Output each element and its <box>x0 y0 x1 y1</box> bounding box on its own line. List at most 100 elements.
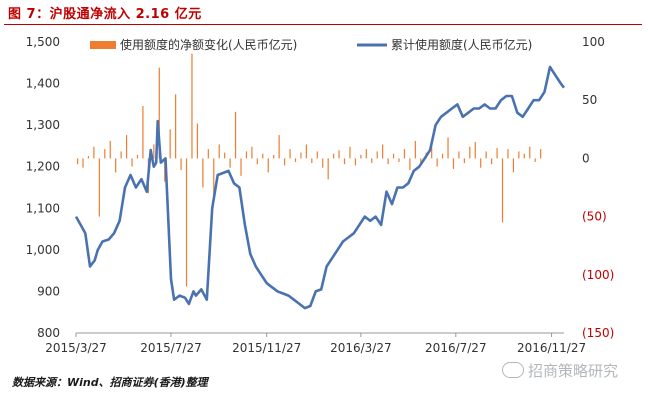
net-change-bar <box>354 158 357 166</box>
net-change-bar <box>153 144 155 159</box>
net-change-bar <box>251 146 253 159</box>
net-change-bar <box>207 149 209 159</box>
net-change-bar <box>131 158 133 167</box>
net-change-bar <box>115 158 117 173</box>
net-change-bar <box>125 135 128 159</box>
net-change-bar <box>452 158 455 169</box>
net-change-bar <box>311 158 313 164</box>
net-change-bar <box>382 144 384 159</box>
figure-title: 图 7：沪股通净流入 2.16 亿元 <box>8 7 202 22</box>
y-left-tick-label: 900 <box>37 284 60 298</box>
y-right-tick-label: 50 <box>582 93 597 107</box>
y-left-tick-label: 1,100 <box>26 201 60 215</box>
net-change-bar <box>338 150 340 159</box>
net-change-bar <box>409 158 411 171</box>
net-change-bar <box>169 129 171 159</box>
net-change-bar <box>534 158 536 162</box>
net-change-bar <box>93 146 95 159</box>
net-change-bar <box>294 158 297 162</box>
net-change-bar <box>142 106 144 159</box>
x-tick-label: 2015/7/27 <box>140 341 202 355</box>
net-change-bar <box>305 144 307 159</box>
x-tick-label: 2016/7/27 <box>425 341 487 355</box>
wechat-icon <box>502 362 524 378</box>
net-change-bar <box>234 111 237 159</box>
y-left-tick-label: 1,400 <box>26 77 60 91</box>
net-change-bar <box>224 152 226 159</box>
net-change-bar <box>218 144 220 159</box>
net-change-bar <box>300 152 302 159</box>
x-tick-label: 2016/11/27 <box>517 341 586 355</box>
x-tick-label: 2016/3/27 <box>330 341 392 355</box>
watermark: 招商策略研究 <box>502 360 618 381</box>
legend-line-label: 累计使用额度(人民币亿元) <box>391 37 532 52</box>
source-note: 数据来源：Wind、招商证券(香港)整理 <box>12 376 208 389</box>
net-change-bar <box>365 149 367 159</box>
net-change-bar <box>267 158 269 173</box>
net-change-bar <box>213 158 215 200</box>
y-right-tick-label: 0 <box>582 151 590 165</box>
net-change-bar <box>136 154 139 159</box>
net-change-bar <box>76 158 79 165</box>
net-change-bar <box>327 158 329 180</box>
net-change-bar <box>529 146 531 159</box>
net-change-bar <box>283 158 286 166</box>
net-change-bar <box>343 158 346 165</box>
net-change-bar <box>202 158 204 188</box>
x-tick-label: 2015/11/27 <box>232 341 301 355</box>
net-change-bar <box>104 149 106 159</box>
net-change-bar <box>512 158 515 173</box>
net-change-bar <box>322 158 324 168</box>
x-tick-label: 2015/3/27 <box>45 341 107 355</box>
net-change-bar <box>191 53 193 159</box>
legend: 使用额度的净额变化(人民币亿元) 累计使用额度(人民币亿元) <box>90 37 532 52</box>
y-left-tick-label: 1,500 <box>26 35 60 49</box>
net-change-bar <box>398 158 400 162</box>
net-change-bar <box>441 153 444 159</box>
net-change-bar <box>229 158 231 168</box>
net-change-bar <box>518 151 520 159</box>
net-change-bar <box>273 154 275 159</box>
net-change-bar <box>262 153 264 159</box>
y-right-tick-label: (50) <box>582 210 607 224</box>
y-left-tick-label: 1,200 <box>26 160 60 174</box>
net-change-bar <box>431 144 433 159</box>
net-change-bar <box>333 153 335 159</box>
net-change-bar <box>180 158 182 171</box>
net-change-bar <box>447 137 449 159</box>
net-change-bar <box>436 158 438 167</box>
net-change-bar <box>540 149 542 159</box>
net-change-bar <box>158 67 160 159</box>
net-change-bar <box>87 156 90 159</box>
net-change-bar <box>469 146 471 159</box>
net-change-bar <box>175 94 177 159</box>
net-change-bar <box>164 158 166 182</box>
net-change-bar <box>485 151 487 159</box>
net-change-bar <box>120 151 122 159</box>
net-change-bar <box>414 140 416 159</box>
net-change-bar <box>185 158 188 287</box>
net-change-bar <box>349 146 351 159</box>
y-right-tick-label: (100) <box>582 268 614 282</box>
net-change-bar <box>196 123 199 159</box>
y-left-tick-label: 1,300 <box>26 118 60 132</box>
legend-bar-label: 使用额度的净额变化(人民币亿元) <box>120 37 297 52</box>
y-right-tick-label: 100 <box>582 35 605 49</box>
cumulative-quota-line <box>74 65 566 310</box>
watermark-text: 招商策略研究 <box>528 362 619 380</box>
net-change-bar <box>289 149 291 159</box>
y-right-tick-label: (150) <box>582 326 614 340</box>
net-change-bar <box>387 158 389 165</box>
net-change-bar <box>474 142 476 159</box>
net-change-bar <box>403 149 406 159</box>
y-left-tick-label: 800 <box>37 326 60 340</box>
net-change-bar <box>463 158 465 164</box>
net-change-bar <box>240 158 242 176</box>
net-change-bar <box>98 158 100 217</box>
net-change-bar <box>316 151 318 159</box>
net-change-bar <box>82 158 84 168</box>
net-change-bar <box>278 135 280 159</box>
net-change-bar <box>458 151 460 159</box>
net-change-bar <box>371 158 373 164</box>
title-rule <box>4 24 642 25</box>
